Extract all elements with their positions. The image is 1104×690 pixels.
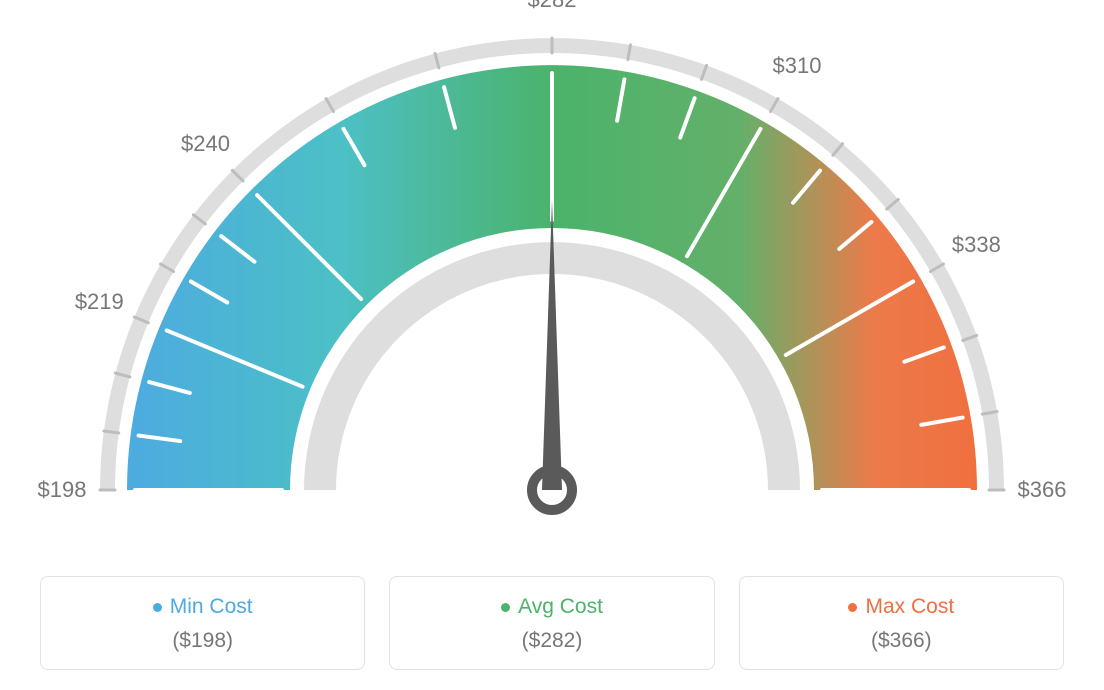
gauge-tick-label: $198 bbox=[38, 477, 87, 503]
legend-value-max: ($366) bbox=[752, 629, 1051, 653]
gauge-chart: $198 $219 $240 $282 $310 $338 $366 bbox=[0, 0, 1104, 560]
legend-label: Avg Cost bbox=[518, 595, 603, 619]
legend-card-avg: Avg Cost ($282) bbox=[389, 576, 714, 670]
gauge-tick-label: $366 bbox=[1018, 477, 1067, 503]
dot-icon bbox=[501, 603, 510, 612]
gauge-tick-label: $282 bbox=[528, 0, 577, 13]
legend-card-max: Max Cost ($366) bbox=[739, 576, 1064, 670]
legend-value-min: ($198) bbox=[53, 629, 352, 653]
dot-icon bbox=[153, 603, 162, 612]
gauge-tick-label: $338 bbox=[952, 232, 1001, 258]
legend-value-avg: ($282) bbox=[402, 629, 701, 653]
legend-label: Min Cost bbox=[170, 595, 253, 619]
gauge-svg bbox=[0, 0, 1104, 560]
gauge-tick-label: $310 bbox=[773, 53, 822, 79]
gauge-tick-label: $240 bbox=[181, 131, 230, 157]
gauge-tick-label: $219 bbox=[75, 289, 124, 315]
legend-label: Max Cost bbox=[865, 595, 954, 619]
legend-title-avg: Avg Cost bbox=[501, 595, 603, 619]
dot-icon bbox=[848, 603, 857, 612]
legend-title-max: Max Cost bbox=[848, 595, 954, 619]
legend-card-min: Min Cost ($198) bbox=[40, 576, 365, 670]
legend-title-min: Min Cost bbox=[153, 595, 253, 619]
legend-row: Min Cost ($198) Avg Cost ($282) Max Cost… bbox=[0, 576, 1104, 670]
